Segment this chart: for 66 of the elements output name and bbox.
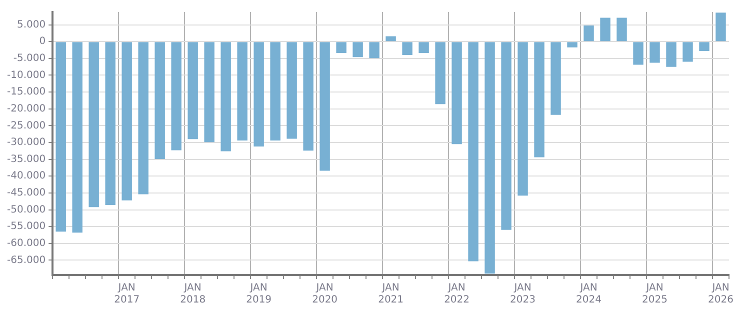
- bar: [237, 42, 248, 140]
- bar: [105, 42, 116, 206]
- bar: [534, 42, 544, 158]
- y-tick-label: -5.000: [13, 53, 46, 64]
- y-tick-label: -25.000: [6, 120, 46, 132]
- bar: [567, 42, 578, 48]
- bar: [286, 42, 297, 139]
- x-tick-label: JAN 2019: [246, 282, 272, 306]
- bar: [666, 42, 676, 67]
- bar: [154, 42, 165, 159]
- bar: [584, 25, 594, 42]
- bar: [303, 42, 314, 151]
- y-tick-label: -30.000: [6, 137, 46, 148]
- bar: [72, 42, 82, 233]
- x-tick-label: JAN 2024: [576, 282, 602, 306]
- bar: [435, 42, 446, 104]
- bar: [518, 42, 528, 196]
- y-tick-label: -10.000: [6, 70, 46, 81]
- x-tick-label: JAN 2018: [180, 282, 206, 306]
- bar: [418, 42, 429, 54]
- bar: [122, 42, 132, 200]
- bar: [616, 18, 627, 42]
- bar: [171, 42, 182, 150]
- bar: [138, 42, 148, 194]
- y-tick-label: -15.000: [6, 86, 46, 98]
- x-tick-label: JAN 2023: [510, 282, 536, 306]
- x-tick-label: JAN 2020: [312, 282, 338, 306]
- x-tick-label: JAN 2017: [114, 282, 140, 306]
- bar: [716, 12, 726, 42]
- bar: [386, 36, 396, 42]
- bar: [484, 42, 495, 274]
- bar: [550, 42, 561, 115]
- bar: [402, 42, 412, 56]
- y-tick-label: -20.000: [6, 103, 46, 114]
- bar: [270, 42, 280, 140]
- x-tick-label: JAN 2025: [642, 282, 668, 306]
- x-tick-label: JAN 2026: [708, 282, 734, 306]
- bar: [600, 18, 610, 42]
- y-tick-label: -35.000: [6, 154, 46, 165]
- bar: [699, 42, 710, 52]
- y-tick-label: -60.000: [6, 238, 46, 249]
- bar: [336, 42, 346, 54]
- y-tick-label: -50.000: [6, 204, 46, 216]
- bar: [56, 42, 66, 232]
- y-tick-label: -40.000: [6, 170, 46, 182]
- bar: [468, 42, 478, 262]
- bar: [650, 42, 660, 63]
- bar: [452, 42, 462, 144]
- y-tick-label: 5.000: [16, 19, 46, 30]
- y-tick-label: -55.000: [6, 221, 46, 232]
- bar: [320, 42, 330, 171]
- bar: [204, 42, 214, 142]
- bar: [188, 42, 198, 140]
- bar: [633, 42, 644, 65]
- bar: [220, 42, 231, 152]
- bar: [352, 42, 363, 58]
- y-tick-label: -45.000: [6, 188, 46, 199]
- bar: [254, 42, 264, 147]
- bar: [369, 42, 380, 58]
- bar: [88, 42, 99, 208]
- bar: [501, 42, 512, 230]
- y-tick-label: -65.000: [6, 254, 46, 266]
- bar: [682, 42, 693, 62]
- y-tick-label: 0: [39, 36, 46, 48]
- x-tick-label: JAN 2021: [378, 282, 404, 306]
- x-tick-label: JAN 2022: [444, 282, 470, 306]
